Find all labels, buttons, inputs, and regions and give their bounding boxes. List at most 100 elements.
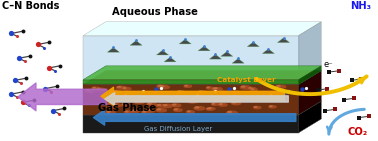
Polygon shape (299, 101, 321, 133)
Polygon shape (107, 48, 119, 52)
Ellipse shape (190, 96, 192, 97)
Ellipse shape (142, 111, 151, 114)
Polygon shape (277, 38, 290, 43)
Ellipse shape (242, 86, 245, 87)
Ellipse shape (108, 106, 111, 107)
Ellipse shape (185, 85, 187, 86)
Ellipse shape (157, 109, 161, 110)
Ellipse shape (113, 104, 121, 107)
Ellipse shape (187, 111, 194, 113)
Ellipse shape (157, 85, 168, 88)
Ellipse shape (122, 87, 131, 90)
Polygon shape (262, 49, 274, 54)
Ellipse shape (86, 90, 90, 91)
Ellipse shape (136, 99, 144, 101)
Polygon shape (164, 57, 176, 62)
Ellipse shape (158, 85, 162, 86)
Ellipse shape (172, 104, 181, 107)
Ellipse shape (109, 103, 113, 104)
Ellipse shape (234, 91, 236, 92)
Polygon shape (83, 115, 299, 133)
FancyArrowPatch shape (105, 93, 288, 105)
Ellipse shape (108, 92, 118, 95)
Polygon shape (179, 39, 191, 44)
Ellipse shape (116, 86, 126, 89)
Ellipse shape (96, 88, 105, 91)
Ellipse shape (150, 98, 153, 99)
Ellipse shape (122, 104, 125, 105)
Ellipse shape (107, 111, 110, 112)
Ellipse shape (172, 104, 176, 105)
Ellipse shape (206, 87, 213, 89)
Ellipse shape (148, 98, 152, 99)
Ellipse shape (147, 109, 150, 110)
Polygon shape (83, 101, 321, 115)
Ellipse shape (146, 109, 155, 112)
Ellipse shape (207, 108, 209, 109)
Polygon shape (83, 80, 299, 84)
Ellipse shape (178, 91, 181, 92)
FancyArrowPatch shape (93, 110, 296, 125)
Text: Catalyst Layer: Catalyst Layer (217, 77, 276, 83)
Polygon shape (299, 22, 321, 80)
Ellipse shape (107, 106, 115, 108)
Ellipse shape (194, 107, 205, 110)
Text: e⁻: e⁻ (323, 60, 333, 69)
Ellipse shape (276, 85, 286, 88)
Ellipse shape (231, 102, 241, 105)
Polygon shape (83, 22, 321, 36)
Text: C–N Bonds: C–N Bonds (2, 1, 59, 11)
Ellipse shape (184, 85, 192, 87)
Ellipse shape (206, 108, 214, 110)
Ellipse shape (97, 88, 100, 89)
Ellipse shape (214, 88, 222, 90)
Ellipse shape (85, 90, 95, 92)
Ellipse shape (213, 88, 216, 89)
Ellipse shape (233, 91, 240, 93)
Ellipse shape (269, 106, 276, 108)
Ellipse shape (232, 102, 235, 103)
Ellipse shape (125, 111, 128, 112)
Ellipse shape (212, 103, 218, 105)
Polygon shape (198, 46, 210, 51)
Ellipse shape (189, 101, 196, 103)
Ellipse shape (135, 101, 139, 102)
Ellipse shape (212, 103, 214, 104)
Ellipse shape (174, 109, 177, 110)
Ellipse shape (147, 103, 156, 106)
Ellipse shape (149, 98, 159, 101)
Ellipse shape (270, 106, 272, 107)
Ellipse shape (160, 86, 169, 89)
Ellipse shape (212, 88, 222, 91)
Ellipse shape (115, 90, 117, 91)
FancyArrowPatch shape (18, 83, 107, 111)
Ellipse shape (254, 106, 261, 109)
Ellipse shape (124, 111, 132, 113)
Ellipse shape (189, 96, 196, 98)
Ellipse shape (156, 109, 166, 112)
Ellipse shape (123, 88, 126, 89)
Ellipse shape (161, 86, 164, 87)
FancyArrowPatch shape (101, 87, 285, 105)
Ellipse shape (227, 111, 237, 114)
Polygon shape (156, 50, 169, 55)
Polygon shape (130, 41, 142, 45)
Polygon shape (232, 59, 244, 63)
Ellipse shape (228, 111, 231, 113)
Ellipse shape (218, 103, 227, 106)
Text: NH₃: NH₃ (350, 1, 371, 11)
Polygon shape (83, 84, 299, 115)
Ellipse shape (108, 103, 118, 106)
Polygon shape (247, 42, 259, 47)
Ellipse shape (93, 87, 95, 88)
Ellipse shape (147, 98, 158, 101)
Polygon shape (299, 71, 321, 115)
Ellipse shape (174, 109, 182, 111)
Ellipse shape (214, 98, 220, 100)
Ellipse shape (285, 91, 292, 93)
Ellipse shape (106, 111, 115, 114)
Ellipse shape (187, 111, 190, 112)
Ellipse shape (199, 91, 202, 92)
Text: Gas Diffusion Layer: Gas Diffusion Layer (144, 126, 212, 132)
Polygon shape (209, 54, 222, 59)
